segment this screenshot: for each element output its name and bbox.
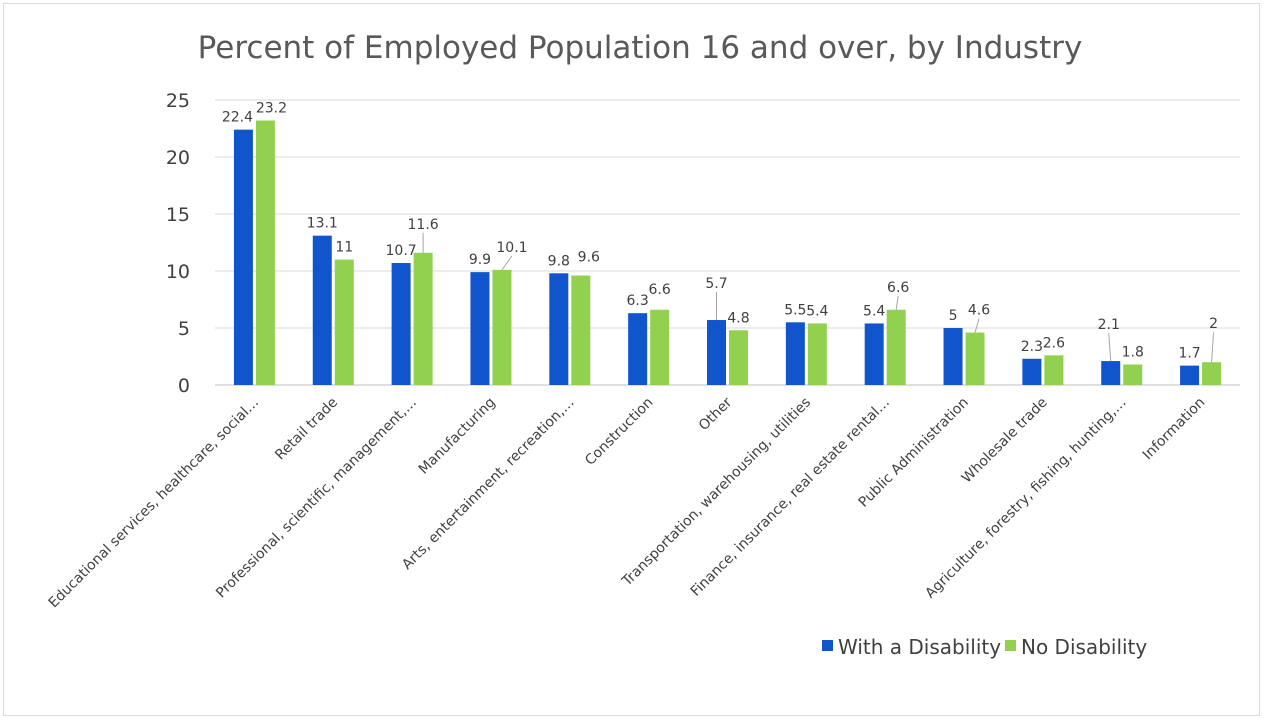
data-label: 13.1 <box>307 216 338 232</box>
x-tick-label: Other <box>696 394 736 434</box>
data-label: 2.6 <box>1043 335 1065 351</box>
bar-with-disability <box>312 235 332 385</box>
data-label: 10.7 <box>386 243 417 259</box>
y-tick-label: 0 <box>178 375 190 397</box>
bar-with-disability <box>1022 358 1042 385</box>
bar-with-disability <box>943 328 963 385</box>
data-label: 6.6 <box>887 280 909 296</box>
data-labels: 22.413.110.79.9 9.86.35.75.5 5.4 52.32.11.7… <box>222 101 1218 363</box>
legend: With a Disability No Disability <box>822 635 1147 659</box>
data-label: 9.8 <box>548 253 570 269</box>
bar-with-disability <box>549 273 569 385</box>
bar-with-disability <box>785 322 805 385</box>
data-label: 5.5 <box>784 302 806 318</box>
x-tick-label: Retail trade <box>272 395 341 464</box>
data-label: 5.4 <box>806 303 828 319</box>
data-label: 6.6 <box>649 282 671 298</box>
x-axis: Educational services, healthcare, social… <box>46 394 1209 611</box>
y-tick-label: 25 <box>166 90 190 112</box>
bar-no-disability <box>413 252 433 385</box>
leader-line <box>974 318 980 333</box>
bar-no-disability <box>650 309 670 385</box>
x-tick-label: Manufacturing <box>416 395 499 478</box>
bar-with-disability <box>1101 361 1121 385</box>
bar-with-disability <box>707 320 726 385</box>
bar-with-disability <box>233 129 253 385</box>
data-label: 5.7 <box>705 276 727 292</box>
bar-with-disability <box>470 272 490 385</box>
legend-swatch <box>1005 640 1016 651</box>
bar-with-disability <box>628 313 648 385</box>
leader-line <box>1108 333 1112 362</box>
y-tick-label: 10 <box>166 261 190 283</box>
x-tick-label: Arts, entertainment, recreation,… <box>399 395 577 573</box>
bar-with-disability <box>864 323 884 385</box>
x-tick-label: Information <box>1140 395 1209 464</box>
data-label: 11 <box>335 240 353 256</box>
data-label: 5.4 <box>863 303 885 319</box>
y-axis: 0 5 10 15 20 25 <box>166 90 190 397</box>
data-label: 9.9 <box>469 252 491 268</box>
bar-with-disability <box>391 263 411 385</box>
bars <box>233 120 1222 386</box>
y-tick-label: 5 <box>178 318 190 340</box>
data-label: 1.8 <box>1122 344 1144 360</box>
data-label: 9.6 <box>578 250 600 266</box>
y-tick-label: 15 <box>166 204 190 226</box>
legend-swatch <box>822 640 833 651</box>
data-label: 2.1 <box>1098 317 1120 333</box>
bar-no-disability <box>1123 364 1143 385</box>
data-label: 1.7 <box>1178 346 1200 362</box>
data-label: 11.6 <box>408 217 439 233</box>
bar-no-disability <box>886 309 906 385</box>
bar-no-disability <box>1044 355 1064 385</box>
bar-no-disability <box>492 269 512 385</box>
bar-with-disability <box>1180 365 1200 385</box>
leader-line <box>501 255 513 271</box>
legend-label: No Disability <box>1021 635 1147 659</box>
x-tick-label: Wholesale trade <box>959 395 1051 487</box>
bar-no-disability <box>729 330 748 385</box>
data-label: 5 <box>949 308 958 324</box>
leader-line <box>1211 332 1215 363</box>
gridlines <box>215 99 1240 386</box>
data-label: 4.8 <box>727 310 749 326</box>
data-label: 4.6 <box>968 303 990 319</box>
legend-label: With a Disability <box>838 635 1001 659</box>
data-label: 2.3 <box>1021 339 1043 355</box>
data-label: 22.4 <box>222 110 253 126</box>
bar-no-disability <box>807 323 827 385</box>
data-label: 6.3 <box>627 293 649 309</box>
x-tick-label: Construction <box>582 395 656 469</box>
bar-no-disability <box>255 120 275 386</box>
bar-no-disability <box>965 332 985 385</box>
data-label: 2 <box>1209 316 1218 332</box>
leader-line <box>895 295 899 310</box>
data-label: 23.2 <box>256 101 287 117</box>
data-label: 10.1 <box>496 240 527 256</box>
bar-no-disability <box>1202 362 1222 385</box>
bar-no-disability <box>334 259 354 385</box>
y-tick-label: 20 <box>166 147 190 169</box>
bar-no-disability <box>571 275 591 385</box>
chart-title: Percent of Employed Population 16 and ov… <box>198 30 1083 66</box>
